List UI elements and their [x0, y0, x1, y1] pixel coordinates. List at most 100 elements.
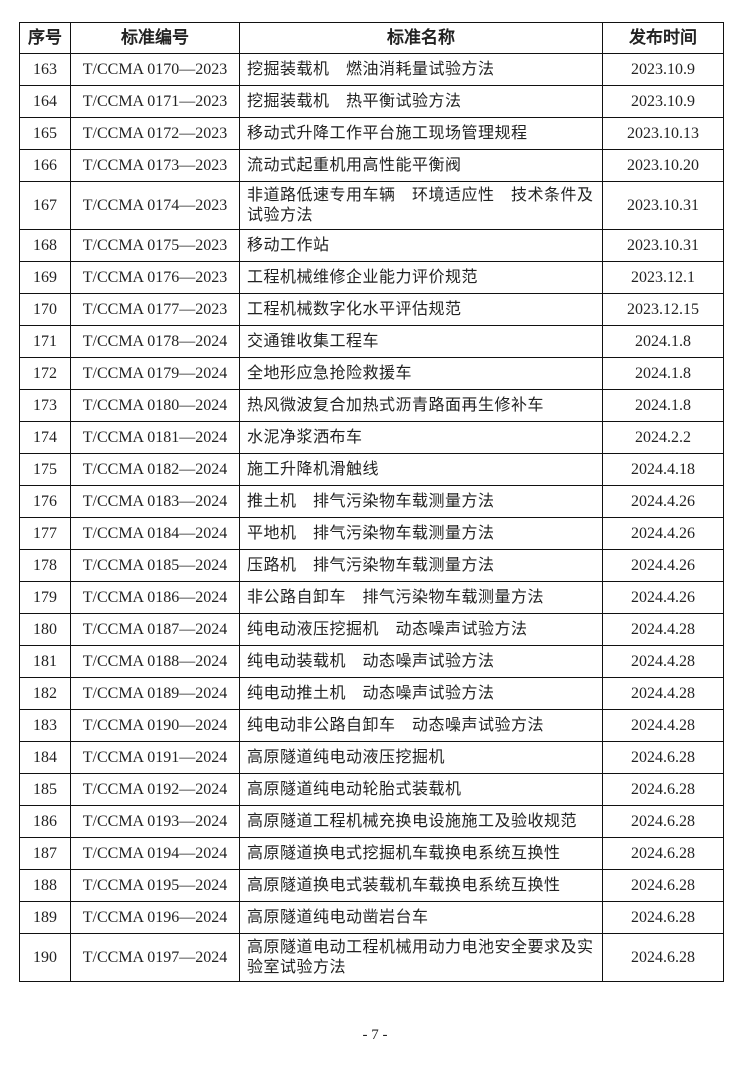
cell-date: 2024.4.26 — [602, 485, 724, 518]
table-row: 186 T/CCMA 0193—2024 高原隧道工程机械充换电设施施工及验收规范 2… — [19, 805, 724, 838]
cell-date: 2024.6.28 — [602, 933, 724, 982]
cell-name: 平地机 排气污染物车载测量方法 — [239, 517, 603, 550]
cell-code: T/CCMA 0176—2023 — [70, 261, 240, 294]
header-name: 标准名称 — [239, 22, 603, 54]
cell-name: 全地形应急抢险救援车 — [239, 357, 603, 390]
table-header-row: 序号 标准编号 标准名称 发布时间 — [19, 22, 724, 54]
cell-date: 2023.10.20 — [602, 149, 724, 182]
cell-name: 高原隧道纯电动凿岩台车 — [239, 901, 603, 934]
cell-date: 2024.1.8 — [602, 357, 724, 390]
cell-no: 176 — [19, 485, 71, 518]
cell-code: T/CCMA 0180—2024 — [70, 389, 240, 422]
cell-name: 非公路自卸车 排气污染物车载测量方法 — [239, 581, 603, 614]
table-row: 185 T/CCMA 0192—2024 高原隧道纯电动轮胎式装载机 2024.6.2… — [19, 773, 724, 806]
table-row: 164 T/CCMA 0171—2023 挖掘装载机 热平衡试验方法 2023.10.… — [19, 85, 724, 118]
table-row: 172 T/CCMA 0179—2024 全地形应急抢险救援车 2024.1.8 — [19, 357, 724, 390]
cell-name: 移动式升降工作平台施工现场管理规程 — [239, 117, 603, 150]
cell-code: T/CCMA 0194—2024 — [70, 837, 240, 870]
cell-code: T/CCMA 0185—2024 — [70, 549, 240, 582]
cell-name: 施工升降机滑触线 — [239, 453, 603, 486]
cell-no: 190 — [19, 933, 71, 982]
cell-code: T/CCMA 0178—2024 — [70, 325, 240, 358]
cell-date: 2024.4.28 — [602, 677, 724, 710]
cell-no: 187 — [19, 837, 71, 870]
cell-code: T/CCMA 0170—2023 — [70, 53, 240, 86]
cell-date: 2023.12.1 — [602, 261, 724, 294]
cell-name: 高原隧道换电式装载机车载换电系统互换性 — [239, 869, 603, 902]
table-row: 183 T/CCMA 0190—2024 纯电动非公路自卸车 动态噪声试验方法 202… — [19, 709, 724, 742]
cell-code: T/CCMA 0197—2024 — [70, 933, 240, 982]
header-code: 标准编号 — [70, 22, 240, 54]
table-row: 175 T/CCMA 0182—2024 施工升降机滑触线 2024.4.18 — [19, 453, 724, 486]
cell-no: 182 — [19, 677, 71, 710]
cell-code: T/CCMA 0177—2023 — [70, 293, 240, 326]
table-row: 181 T/CCMA 0188—2024 纯电动装载机 动态噪声试验方法 2024.4… — [19, 645, 724, 678]
cell-name: 纯电动非公路自卸车 动态噪声试验方法 — [239, 709, 603, 742]
cell-date: 2023.10.9 — [602, 85, 724, 118]
cell-date: 2024.1.8 — [602, 389, 724, 422]
cell-date: 2023.10.9 — [602, 53, 724, 86]
cell-no: 171 — [19, 325, 71, 358]
cell-no: 184 — [19, 741, 71, 774]
cell-date: 2023.10.31 — [602, 229, 724, 262]
table-row: 169 T/CCMA 0176—2023 工程机械维修企业能力评价规范 2023.12… — [19, 261, 724, 294]
table-row: 163 T/CCMA 0170—2023 挖掘装载机 燃油消耗量试验方法 2023.1… — [19, 53, 724, 86]
cell-no: 174 — [19, 421, 71, 454]
standards-table: 序号 标准编号 标准名称 发布时间 163 T/CCMA 0170—2023 挖掘装… — [19, 22, 724, 982]
cell-date: 2024.4.26 — [602, 517, 724, 550]
cell-date: 2024.4.26 — [602, 549, 724, 582]
cell-date: 2024.6.28 — [602, 837, 724, 870]
cell-name: 纯电动液压挖掘机 动态噪声试验方法 — [239, 613, 603, 646]
cell-date: 2024.6.28 — [602, 901, 724, 934]
cell-code: T/CCMA 0173—2023 — [70, 149, 240, 182]
cell-name: 移动工作站 — [239, 229, 603, 262]
cell-date: 2023.10.13 — [602, 117, 724, 150]
cell-date: 2024.4.18 — [602, 453, 724, 486]
cell-name: 工程机械维修企业能力评价规范 — [239, 261, 603, 294]
table-body: 163 T/CCMA 0170—2023 挖掘装载机 燃油消耗量试验方法 2023.1… — [19, 53, 724, 982]
cell-no: 179 — [19, 581, 71, 614]
cell-no: 167 — [19, 181, 71, 230]
cell-no: 170 — [19, 293, 71, 326]
cell-name: 纯电动推土机 动态噪声试验方法 — [239, 677, 603, 710]
cell-no: 166 — [19, 149, 71, 182]
page-number: - 7 - — [362, 1027, 388, 1043]
cell-date: 2024.4.28 — [602, 645, 724, 678]
table-row: 182 T/CCMA 0189—2024 纯电动推土机 动态噪声试验方法 2024.4… — [19, 677, 724, 710]
cell-no: 175 — [19, 453, 71, 486]
cell-code: T/CCMA 0187—2024 — [70, 613, 240, 646]
cell-name: 非道路低速专用车辆 环境适应性 技术条件及试验方法 — [239, 181, 603, 230]
cell-name: 水泥净浆洒布车 — [239, 421, 603, 454]
table-row: 180 T/CCMA 0187—2024 纯电动液压挖掘机 动态噪声试验方法 2024… — [19, 613, 724, 646]
table-row: 174 T/CCMA 0181—2024 水泥净浆洒布车 2024.2.2 — [19, 421, 724, 454]
cell-no: 180 — [19, 613, 71, 646]
cell-code: T/CCMA 0191—2024 — [70, 741, 240, 774]
cell-no: 168 — [19, 229, 71, 262]
cell-date: 2024.1.8 — [602, 325, 724, 358]
table-row: 190 T/CCMA 0197—2024 高原隧道电动工程机械用动力电池安全要求及实… — [19, 933, 724, 982]
table-row: 173 T/CCMA 0180—2024 热风微波复合加热式沥青路面再生修补车 202… — [19, 389, 724, 422]
cell-name: 热风微波复合加热式沥青路面再生修补车 — [239, 389, 603, 422]
cell-no: 189 — [19, 901, 71, 934]
table-row: 179 T/CCMA 0186—2024 非公路自卸车 排气污染物车载测量方法 202… — [19, 581, 724, 614]
table-row: 188 T/CCMA 0195—2024 高原隧道换电式装载机车载换电系统互换性 20… — [19, 869, 724, 902]
header-date: 发布时间 — [602, 22, 724, 54]
cell-no: 172 — [19, 357, 71, 390]
table-row: 167 T/CCMA 0174—2023 非道路低速专用车辆 环境适应性 技术条件及… — [19, 181, 724, 230]
table-row: 168 T/CCMA 0175—2023 移动工作站 2023.10.31 — [19, 229, 724, 262]
cell-no: 183 — [19, 709, 71, 742]
cell-name: 工程机械数字化水平评估规范 — [239, 293, 603, 326]
cell-no: 177 — [19, 517, 71, 550]
cell-no: 163 — [19, 53, 71, 86]
cell-no: 185 — [19, 773, 71, 806]
table-row: 170 T/CCMA 0177—2023 工程机械数字化水平评估规范 2023.12.… — [19, 293, 724, 326]
cell-date: 2024.2.2 — [602, 421, 724, 454]
cell-code: T/CCMA 0174—2023 — [70, 181, 240, 230]
cell-date: 2024.4.28 — [602, 613, 724, 646]
table-row: 176 T/CCMA 0183—2024 推土机 排气污染物车载测量方法 2024.4… — [19, 485, 724, 518]
cell-code: T/CCMA 0192—2024 — [70, 773, 240, 806]
cell-code: T/CCMA 0186—2024 — [70, 581, 240, 614]
table-row: 189 T/CCMA 0196—2024 高原隧道纯电动凿岩台车 2024.6.28 — [19, 901, 724, 934]
cell-name: 高原隧道换电式挖掘机车载换电系统互换性 — [239, 837, 603, 870]
cell-name: 高原隧道纯电动轮胎式装载机 — [239, 773, 603, 806]
